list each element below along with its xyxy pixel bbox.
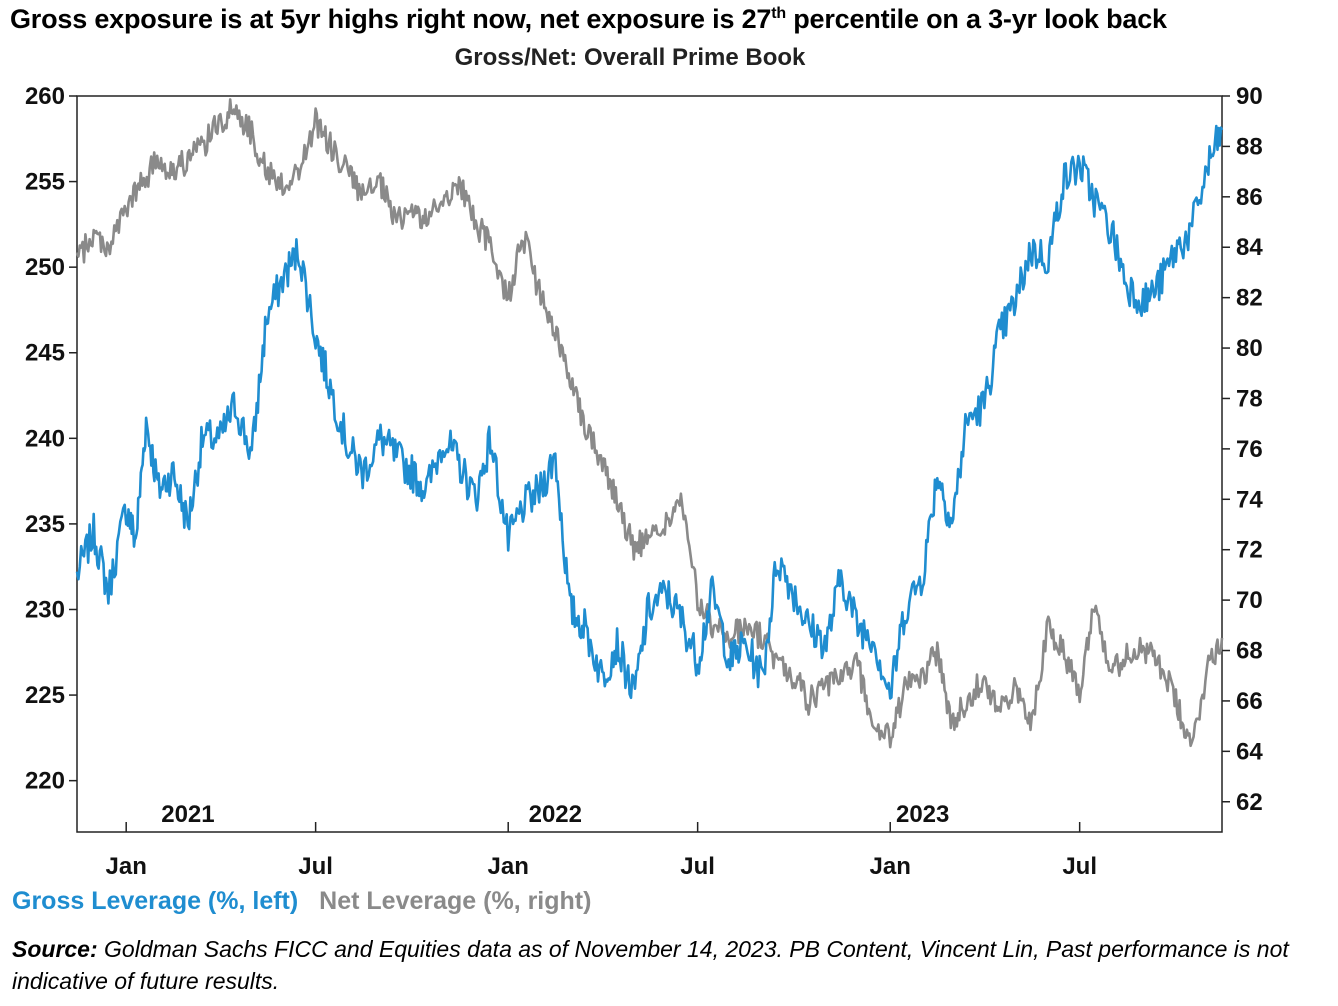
left-tick-label: 240 (25, 425, 65, 452)
x-tick-label: Jul (1062, 853, 1097, 880)
headline-tail: percentile on a 3-yr look back (785, 4, 1167, 34)
chart-title: Gross/Net: Overall Prime Book (454, 44, 806, 71)
right-tick-label: 78 (1236, 385, 1263, 412)
chart-headline: Gross exposure is at 5yr highs right now… (10, 4, 1167, 35)
series-layer (75, 98, 1224, 749)
left-tick-label: 260 (25, 83, 65, 110)
right-tick-label: 86 (1236, 184, 1263, 211)
right-tick-label: 74 (1236, 486, 1263, 513)
plot-border (76, 95, 1223, 833)
right-tick-label: 90 (1236, 83, 1263, 110)
left-tick-label: 220 (25, 768, 65, 795)
left-tick-label: 245 (25, 340, 65, 367)
year-label: 2021 (161, 801, 214, 828)
source-text: Goldman Sachs FICC and Equities data as … (12, 936, 1289, 994)
x-tick-label: Jan (106, 853, 147, 880)
year-label: 2022 (529, 801, 582, 828)
year-label: 2023 (896, 801, 949, 828)
plot-frame (76, 95, 1223, 833)
legend-net-leverage: Net Leverage (%, right) (319, 887, 592, 915)
x-axis: Jan Jul Jan Jul Jan Jul 2021 2022 2023 (106, 801, 1097, 880)
legend: Gross Leverage (%, left) Net Leverage (%… (12, 887, 605, 916)
right-tick-label: 72 (1236, 537, 1263, 564)
left-tick-label: 250 (25, 254, 65, 281)
left-tick-label: 225 (25, 682, 65, 709)
right-tick-label: 64 (1236, 738, 1263, 765)
line-chart: 220 225 230 235 240 245 250 255 260 62 64 66 68 70 72… (25, 83, 1263, 880)
right-tick-label: 68 (1236, 638, 1263, 665)
headline-text: Gross exposure is at 5yr highs right now… (10, 4, 772, 34)
left-tick-label: 235 (25, 511, 65, 538)
x-tick-label: Jan (488, 853, 529, 880)
source-label: Source: (12, 936, 98, 962)
right-tick-label: 76 (1236, 436, 1263, 463)
headline-superscript: th (771, 5, 786, 22)
left-axis: 220 225 230 235 240 245 250 255 260 (25, 83, 77, 795)
right-tick-label: 66 (1236, 688, 1263, 715)
left-tick-label: 230 (25, 596, 65, 623)
x-tick-label: Jan (870, 853, 911, 880)
right-tick-label: 62 (1236, 789, 1263, 816)
source-note: Source: Goldman Sachs FICC and Equities … (12, 933, 1328, 997)
right-tick-label: 84 (1236, 234, 1263, 261)
right-tick-label: 88 (1236, 133, 1263, 160)
right-tick-label: 80 (1236, 335, 1263, 362)
right-axis: 62 64 66 68 70 72 74 76 78 80 82 84 86 88 90 (1222, 83, 1263, 816)
gross-leverage-line (75, 124, 1224, 700)
net-leverage-line (75, 98, 1224, 749)
left-tick-label: 255 (25, 169, 65, 196)
legend-gross-leverage: Gross Leverage (%, left) (12, 887, 299, 915)
right-tick-label: 70 (1236, 587, 1263, 614)
x-tick-label: Jul (680, 853, 715, 880)
x-tick-label: Jul (298, 853, 333, 880)
right-tick-label: 82 (1236, 285, 1263, 312)
